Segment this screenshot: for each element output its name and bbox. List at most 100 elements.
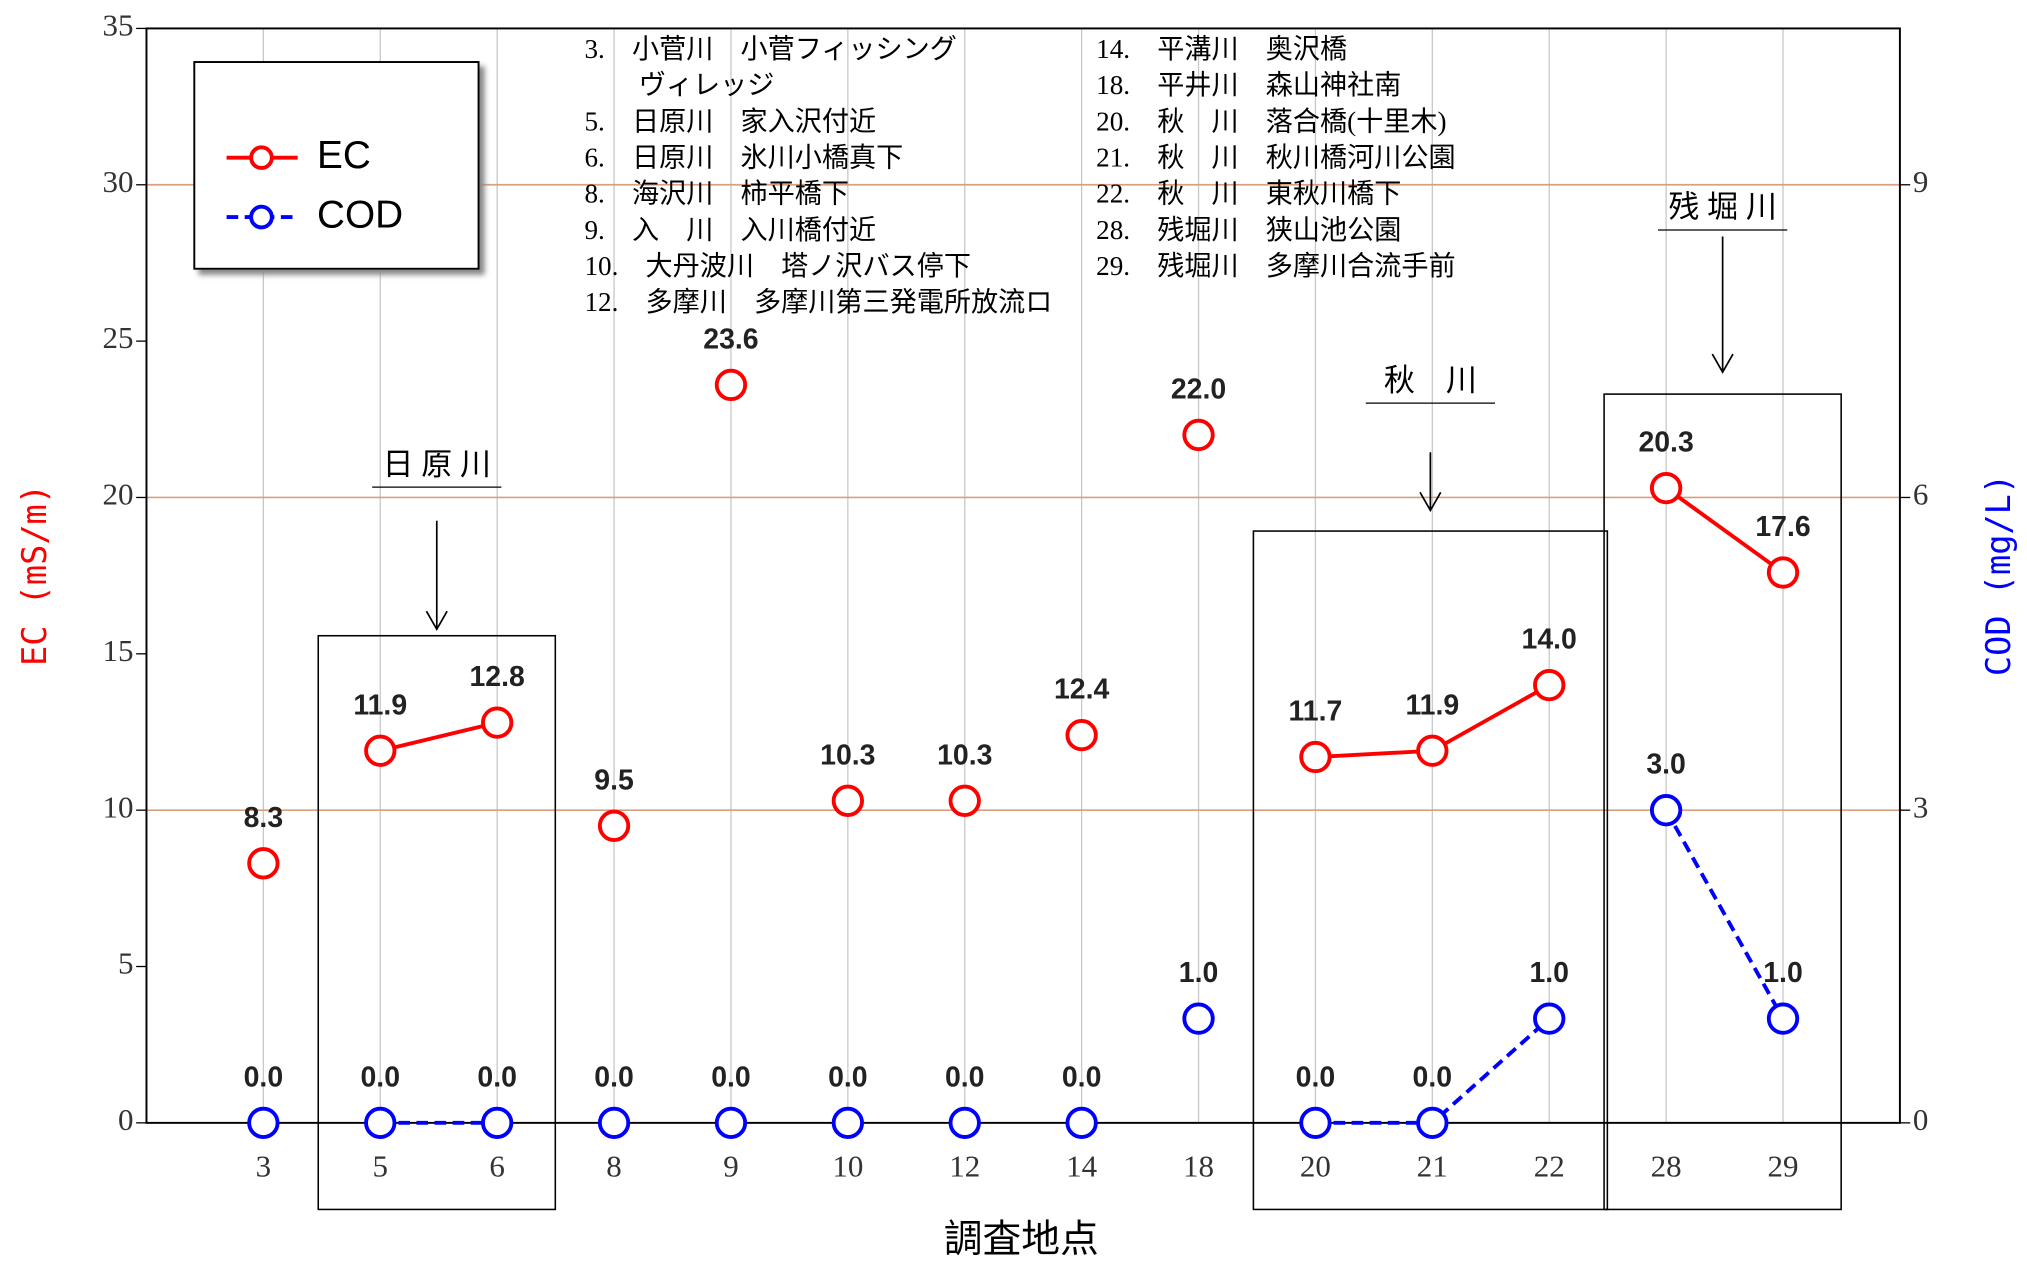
group-label: 日 原 川 — [383, 447, 492, 482]
group-label: 残 堀 川 — [1668, 190, 1777, 225]
y-tick-label: 10 — [103, 789, 134, 824]
data-label: 0.0 — [1296, 1061, 1336, 1093]
series-line — [379, 720, 498, 753]
data-point — [1533, 1002, 1566, 1035]
data-label: 1.0 — [1179, 957, 1219, 989]
legend-marker — [249, 204, 274, 230]
data-label: 12.4 — [1054, 674, 1109, 706]
legend-marker — [249, 145, 274, 170]
data-label: 0.0 — [1413, 1061, 1453, 1093]
data-point — [364, 1106, 397, 1140]
data-point — [831, 1106, 864, 1140]
data-label: 22.0 — [1171, 374, 1226, 406]
data-point — [1065, 718, 1098, 752]
x-tick-label: 21 — [1417, 1148, 1448, 1183]
y-tick-label: 20 — [103, 477, 134, 512]
note-line: 18. 平井川 森山神社南 — [1096, 70, 1401, 100]
legend-label: COD — [317, 193, 403, 236]
note-line: ヴィレッジ — [585, 70, 775, 100]
y2-axis-label: COD (mg/L) — [1979, 474, 2018, 676]
data-point — [948, 784, 981, 817]
x-tick-label: 20 — [1300, 1148, 1331, 1183]
note-line: 29. 残堀川 多摩川合流手前 — [1096, 251, 1455, 281]
y-axis-label: EC (mS/m) — [15, 484, 54, 666]
data-point — [597, 809, 631, 842]
x-tick-label: 29 — [1768, 1148, 1799, 1183]
data-label: 0.0 — [945, 1061, 985, 1093]
group-box — [1603, 393, 1842, 1211]
data-point — [948, 1106, 981, 1140]
plot-frame — [145, 27, 1901, 1124]
data-label: 0.0 — [711, 1061, 751, 1093]
data-label: 14.0 — [1522, 624, 1577, 656]
x-tick-label: 9 — [723, 1148, 739, 1183]
group-box — [1252, 530, 1609, 1211]
data-point — [1766, 556, 1800, 589]
y-tick-label: 30 — [103, 164, 134, 199]
data-label: 11.7 — [1289, 696, 1343, 728]
data-point — [1182, 418, 1215, 452]
data-label: 11.9 — [353, 689, 407, 721]
data-label: 3.0 — [1646, 749, 1686, 781]
data-label: 0.0 — [594, 1061, 634, 1093]
data-point — [714, 368, 748, 402]
data-label: 1.0 — [1529, 957, 1569, 989]
note-line: 9. 入 川 入川橋付近 — [585, 215, 877, 245]
data-point — [247, 847, 280, 880]
x-tick-label: 6 — [489, 1148, 505, 1183]
data-point — [1299, 740, 1332, 774]
data-label: 9.5 — [594, 764, 634, 796]
data-label: 1.0 — [1763, 957, 1803, 989]
x-tick-label: 3 — [256, 1148, 271, 1183]
y2-tick-label: 6 — [1913, 477, 1929, 512]
y-tick-label: 35 — [103, 8, 134, 43]
note-line: 5. 日原川 家入沢付近 — [585, 106, 877, 136]
y2-tick-label: 3 — [1913, 789, 1929, 824]
group-box — [317, 634, 557, 1211]
y2-tick-label: 0 — [1913, 1102, 1929, 1137]
x-tick-label: 14 — [1066, 1148, 1097, 1183]
x-tick-label: 5 — [373, 1148, 389, 1183]
group-arrow — [1419, 452, 1442, 513]
data-label: 11.9 — [1405, 689, 1459, 721]
y-tick-label: 25 — [103, 320, 134, 355]
data-point — [714, 1106, 748, 1140]
data-point — [1416, 1106, 1449, 1140]
data-label: 0.0 — [1062, 1061, 1102, 1093]
data-point — [1649, 471, 1683, 505]
series-line — [1664, 486, 1785, 575]
data-point — [1182, 1002, 1215, 1035]
data-point — [364, 734, 397, 767]
data-label: 20.3 — [1638, 427, 1693, 459]
legend-box — [193, 61, 480, 270]
group-label: 秋 川 — [1384, 363, 1477, 398]
x-tick-label: 18 — [1183, 1148, 1214, 1183]
legend-label: EC — [317, 134, 371, 177]
note-line: 22. 秋 川 東秋川橋下 — [1096, 179, 1401, 209]
x-tick-label: 10 — [832, 1148, 863, 1183]
data-label: 10.3 — [820, 739, 875, 771]
y-tick-label: 0 — [118, 1102, 134, 1137]
data-point — [831, 784, 864, 817]
y-tick-label: 15 — [103, 633, 134, 668]
note-line: 12. 多摩川 多摩川第三発電所放流ロ — [585, 287, 1053, 317]
note-line: 14. 平溝川 奥沢橋 — [1096, 34, 1347, 64]
data-label: 12.8 — [470, 661, 525, 693]
data-point — [481, 706, 514, 739]
x-tick-label: 12 — [949, 1148, 980, 1183]
note-line: 8. 海沢川 柿平橋下 — [585, 179, 849, 209]
note-line: 28. 残堀川 狭山池公園 — [1096, 215, 1401, 245]
data-point — [1299, 1106, 1332, 1140]
data-point — [1416, 734, 1449, 767]
data-point — [481, 1106, 514, 1140]
data-point — [1065, 1106, 1098, 1140]
data-point — [1766, 1002, 1800, 1035]
data-point — [247, 1106, 280, 1140]
data-label: 10.3 — [937, 739, 992, 771]
data-label: 0.0 — [361, 1061, 400, 1093]
note-line: 6. 日原川 氷川小橋真下 — [585, 142, 904, 172]
series-line — [1664, 809, 1785, 1020]
note-line: 3. 小菅川 小菅フィッシング — [585, 34, 957, 64]
x-tick-label: 22 — [1534, 1148, 1565, 1183]
